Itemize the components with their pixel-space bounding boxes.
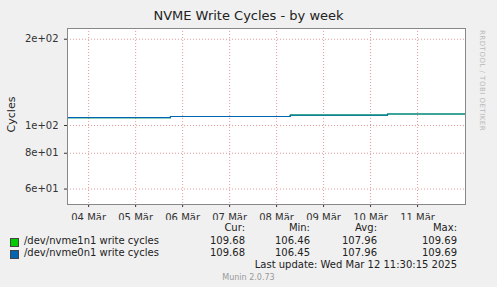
html-text:Min:: Min: — [288, 222, 310, 233]
html-text:NVME Write Cycles - by week: NVME Write Cycles - by week — [153, 8, 344, 23]
html-text:106.45: 106.45 — [275, 247, 310, 258]
html-text:106.46: 106.46 — [275, 235, 310, 246]
svg-text:8e+01: 8e+01 — [25, 147, 59, 158]
html-text:Munin 2.0.73: Munin 2.0.73 — [222, 273, 275, 282]
html-text:Last update: Wed Mar 12 11:30:: Last update: Wed Mar 12 11:30:15 2025 — [254, 259, 457, 270]
svg-text:04 Mär: 04 Mär — [71, 212, 107, 220]
svg-text:09 Mär: 09 Mär — [306, 212, 342, 220]
html-text:109.69: 109.69 — [422, 247, 457, 258]
html-text:Cur:: Cur: — [224, 222, 245, 233]
html-text:109.68: 109.68 — [210, 247, 245, 258]
html-text:109.68: 109.68 — [210, 235, 245, 246]
html-text:RRDTOOL / TOBI OETIKER: RRDTOOL / TOBI OETIKER — [478, 30, 486, 132]
svg-text:10 Mär: 10 Mär — [353, 212, 389, 220]
html-text:/dev/nvme0n1 write cycles: /dev/nvme0n1 write cycles — [24, 247, 159, 258]
svg-text:1e+02: 1e+02 — [25, 120, 59, 131]
html-text:109.69: 109.69 — [422, 235, 457, 246]
svg-text:08 Mär: 08 Mär — [259, 212, 295, 220]
html-text:Max:: Max: — [433, 222, 457, 233]
svg-text:6e+01: 6e+01 — [25, 183, 59, 194]
html-text:107.96: 107.96 — [342, 235, 377, 246]
svg-text:11 Mär: 11 Mär — [400, 212, 436, 220]
svg-text:07 Mär: 07 Mär — [212, 212, 248, 220]
svg-text:06 Mär: 06 Mär — [165, 212, 201, 220]
html-text:Avg:: Avg: — [355, 222, 377, 233]
html-text:Cycles: Cycles — [4, 96, 18, 133]
html-text:/dev/nvme1n1 write cycles: /dev/nvme1n1 write cycles — [24, 235, 159, 246]
html-text:107.96: 107.96 — [342, 247, 377, 258]
svg-text:2e+02: 2e+02 — [25, 33, 59, 44]
svg-text:05 Mär: 05 Mär — [118, 212, 154, 220]
